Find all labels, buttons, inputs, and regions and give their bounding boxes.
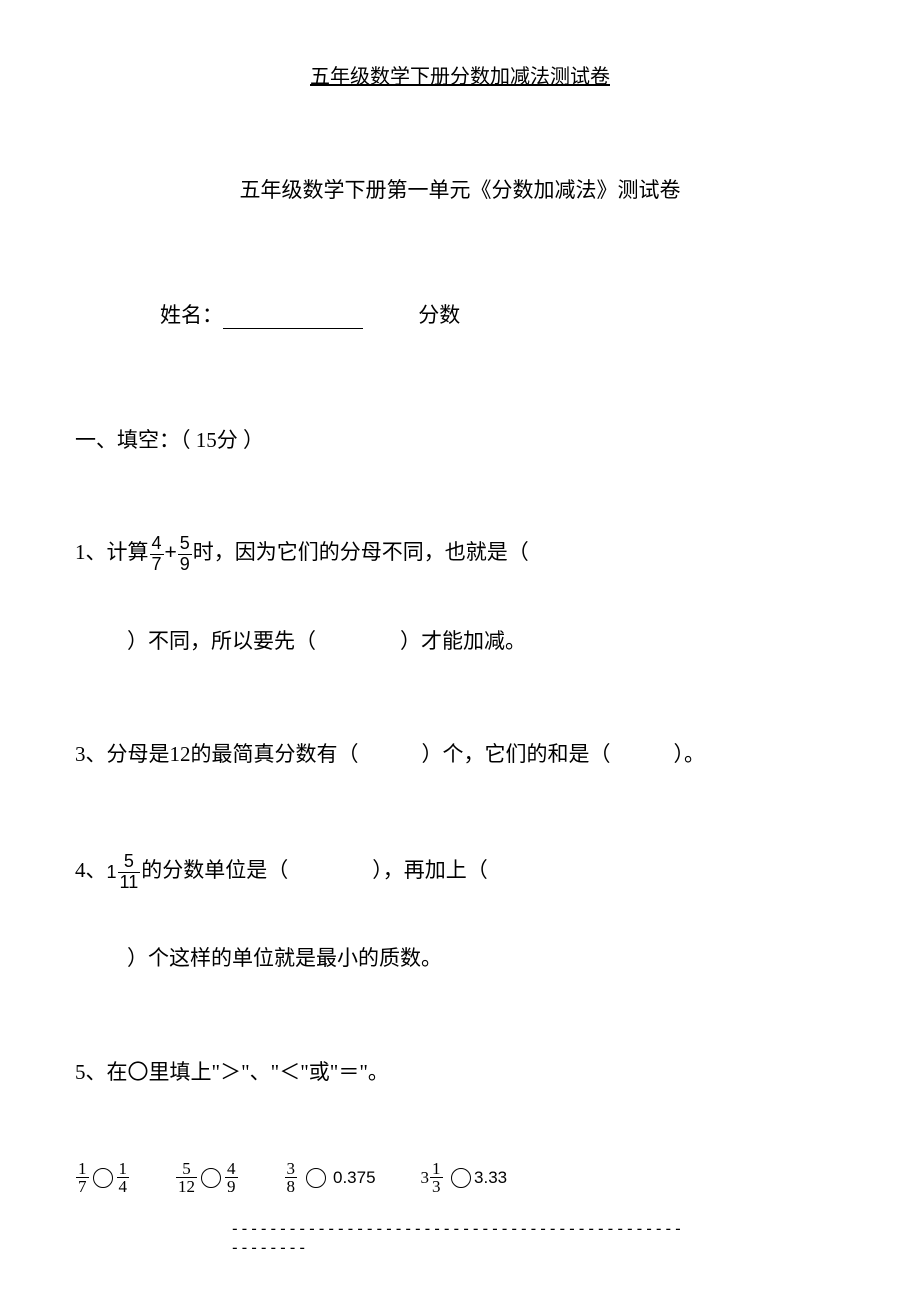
question-3: 3、分母是12的最简真分数有（ ）个，它们的和是（ ）。 [75, 738, 845, 772]
name-score-line: 姓名： 分数 [160, 299, 845, 329]
exam-title: 五年级数学下册第一单元《分数加减法》测试卷 [160, 174, 760, 204]
name-label: 姓名： [160, 303, 223, 327]
compare-circle [93, 1168, 113, 1188]
question-5-comparisons: 1714 51249 38 0.375 313 3.33 [75, 1160, 845, 1197]
question-1: 1、计算47+59时，因为它们的分母不同，也就是（ ）不同，所以要先（ ）才能加… [75, 534, 845, 658]
q1-text1: 时，因为它们的分母不同，也就是（ [193, 540, 529, 564]
compare-circle [201, 1168, 221, 1188]
q4-line2: ）个这样的单位就是最小的质数。 [127, 942, 845, 976]
q1-line1: 1、计算47+59时，因为它们的分母不同，也就是（ [75, 534, 845, 575]
compare-1: 1714 [75, 1160, 130, 1197]
c2-frac-b: 49 [225, 1160, 238, 1197]
q4-whole: 1 [107, 862, 117, 882]
q4-line1: 4、1511的分数单位是（ ），再加上（ [75, 852, 845, 893]
q1-line2: ）不同，所以要先（ ）才能加减。 [127, 625, 845, 659]
name-blank [223, 309, 363, 329]
compare-2: 512 49 [175, 1160, 239, 1197]
c4-frac: 13 [430, 1160, 443, 1197]
compare-3: 38 0.375 [284, 1160, 376, 1197]
q4-frac: 511 [118, 852, 141, 893]
q4-text1: 的分数单位是（ ），再加上（ [141, 858, 488, 882]
question-5-heading: 5、在〇里填上"＞"、"＜"或"＝"。 [75, 1056, 845, 1090]
page-header-title: 五年级数学下册分数加减法测试卷 [75, 60, 845, 89]
c3-frac-a: 38 [285, 1160, 298, 1197]
c1-frac-b: 14 [117, 1160, 130, 1197]
section-1-heading: 一、填空：（ 15分 ） [75, 424, 845, 454]
c2-frac-a: 512 [176, 1160, 197, 1197]
q1-plus: + [165, 541, 177, 564]
q1-frac1: 47 [150, 534, 164, 575]
c4-whole: 3 [421, 1168, 430, 1188]
c1-frac-a: 17 [76, 1160, 89, 1197]
compare-4: 313 3.33 [421, 1160, 508, 1197]
question-4: 4、1511的分数单位是（ ），再加上（ ）个这样的单位就是最小的质数。 [75, 852, 845, 976]
footer-dashes: ----------------------------------------… [230, 1219, 690, 1257]
c3-decimal: 0.375 [333, 1168, 376, 1188]
compare-circle [451, 1168, 471, 1188]
compare-circle [306, 1168, 326, 1188]
q4-prefix: 4、 [75, 858, 107, 882]
q1-prefix: 1、计算 [75, 540, 149, 564]
c4-decimal: 3.33 [474, 1168, 507, 1188]
q1-frac2: 59 [178, 534, 192, 575]
score-label: 分数 [418, 303, 460, 327]
